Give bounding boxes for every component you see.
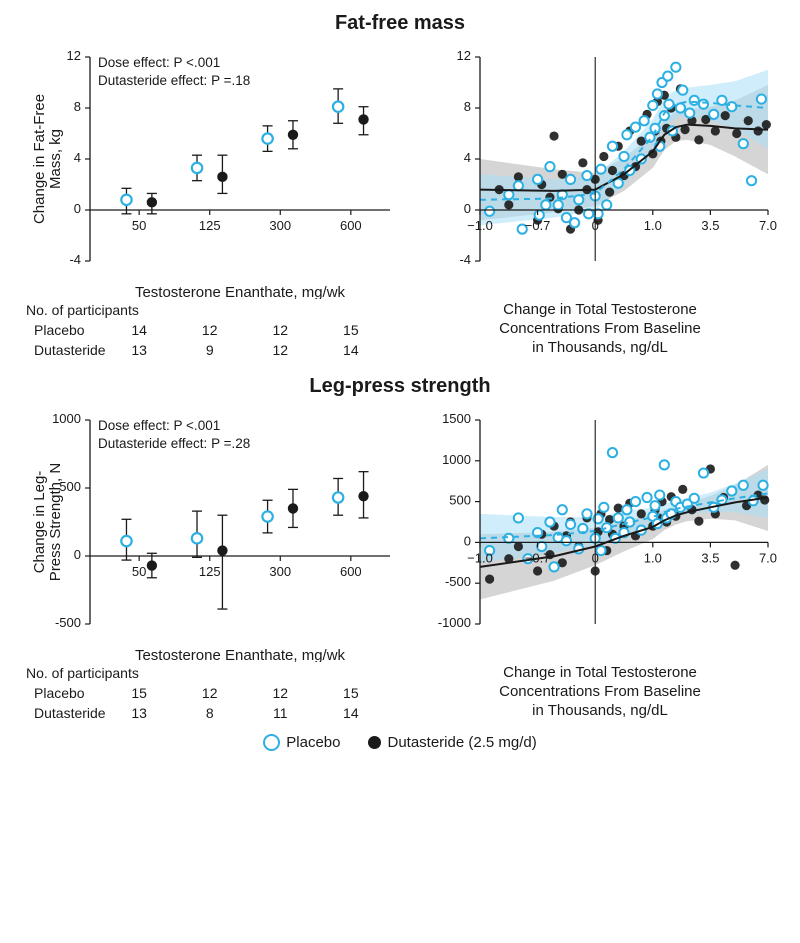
svg-text:Placebo: Placebo	[34, 322, 85, 338]
svg-text:12: 12	[202, 322, 218, 338]
leg-scatter-chart: -1000 -500 0 500 1000 1500 −1.0 −0.7 0 1.0 3.5 7.0	[420, 402, 780, 662]
svg-text:50: 50	[132, 218, 146, 233]
svg-text:300: 300	[269, 218, 291, 233]
svg-text:-4: -4	[69, 252, 81, 267]
svg-text:0: 0	[592, 551, 599, 566]
ffm-scatter-chart: -4 0 4 8 12 −1.0 −0.7 0 1.0 3.5 7.0	[420, 39, 780, 299]
svg-text:600: 600	[340, 218, 362, 233]
legend-placebo: Placebo	[263, 734, 340, 751]
svg-text:1500: 1500	[442, 411, 471, 426]
svg-text:1.0: 1.0	[644, 551, 662, 566]
svg-text:Testosterone Enanthate, mg/wk: Testosterone Enanthate, mg/wk	[135, 647, 346, 662]
svg-text:−0.7: −0.7	[525, 218, 551, 233]
svg-text:Placebo: Placebo	[34, 685, 85, 701]
svg-text:11: 11	[273, 705, 288, 721]
svg-text:−1.0: −1.0	[467, 218, 493, 233]
open-circle-icon	[263, 734, 280, 751]
svg-text:−1.0: −1.0	[467, 551, 493, 566]
ffm-row: -4 0 4 8 12 50 125 300 600 Dose effect: P <.001 Du…	[0, 39, 800, 363]
svg-text:300: 300	[269, 564, 291, 579]
svg-text:0: 0	[74, 547, 81, 562]
leg-left-column: -5000500100050125300600Dose effect: P <.…	[20, 402, 400, 726]
svg-text:8: 8	[206, 705, 214, 721]
svg-text:14: 14	[343, 705, 359, 721]
svg-text:12: 12	[272, 342, 288, 358]
leg-right-column: -1000 -500 0 500 1000 1500 −1.0 −0.7 0 1.0 3.5 7.0 C…	[420, 402, 780, 726]
svg-text:15: 15	[131, 685, 147, 701]
svg-text:0: 0	[74, 201, 81, 216]
svg-text:Change in Fat-FreeMass, kg: Change in Fat-FreeMass, kg	[31, 94, 64, 224]
legend-dutasteride-label: Dutasteride (2.5 mg/d)	[387, 734, 536, 751]
svg-text:No. of participants: No. of participants	[26, 665, 139, 681]
svg-text:12: 12	[272, 685, 288, 701]
ffm-errorbar-chart: -4 0 4 8 12 50 125 300 600 Dose effect: P <.001 Du…	[20, 39, 400, 299]
svg-text:14: 14	[131, 322, 147, 338]
svg-text:-500: -500	[55, 615, 81, 630]
svg-text:Dutasteride effect: P =.28: Dutasteride effect: P =.28	[98, 436, 250, 451]
svg-text:0: 0	[592, 218, 599, 233]
legend-placebo-label: Placebo	[286, 734, 340, 751]
svg-text:Dutasteride: Dutasteride	[34, 705, 106, 721]
svg-text:15: 15	[343, 685, 359, 701]
svg-text:−0.7: −0.7	[525, 551, 551, 566]
svg-text:Dose effect: P <.001: Dose effect: P <.001	[98, 55, 220, 70]
svg-text:0: 0	[464, 534, 471, 549]
svg-text:4: 4	[464, 150, 471, 165]
svg-text:No. of participants: No. of participants	[26, 302, 139, 318]
svg-text:7.0: 7.0	[759, 218, 777, 233]
ffm-right-column: -4 0 4 8 12 −1.0 −0.7 0 1.0 3.5 7.0 Change in Total…	[420, 39, 780, 363]
svg-text:12: 12	[67, 48, 81, 63]
svg-text:1.0: 1.0	[644, 218, 662, 233]
svg-text:500: 500	[449, 493, 471, 508]
svg-text:8: 8	[464, 99, 471, 114]
svg-text:14: 14	[343, 342, 359, 358]
leg-scatter-xlabel: Change in Total TestosteroneConcentratio…	[420, 664, 780, 720]
svg-text:Change in Leg-Press Strength,: Change in Leg-Press Strength, N	[31, 463, 64, 581]
svg-text:125: 125	[199, 564, 221, 579]
leg-section: Leg-press strength -500 0 500 1000 50 125 300 60…	[0, 375, 800, 726]
svg-text:12: 12	[202, 685, 218, 701]
svg-text:Dutasteride effect: P =.18: Dutasteride effect: P =.18	[98, 73, 250, 88]
svg-text:0: 0	[464, 201, 471, 216]
svg-text:13: 13	[131, 705, 147, 721]
svg-text:3.5: 3.5	[701, 218, 719, 233]
solid-circle-icon	[368, 736, 381, 749]
ffm-participants-table: No. of participants Placebo 14 12 12 15 Dutast…	[20, 299, 400, 363]
svg-text:12: 12	[457, 48, 471, 63]
svg-text:3.5: 3.5	[701, 551, 719, 566]
svg-text:Dose effect: P <.001: Dose effect: P <.001	[98, 418, 220, 433]
svg-text:12: 12	[272, 322, 288, 338]
ffm-section: Fat-free mass -4 0 4 8 12 50 125 300 600 Dose effe…	[0, 12, 800, 363]
svg-text:Dutasteride: Dutasteride	[34, 342, 106, 358]
leg-row: -500 0 500 1000 50 125 300 600 Dose effect: P <.…	[0, 402, 800, 726]
svg-text:1000: 1000	[52, 411, 81, 426]
svg-text:1000: 1000	[442, 452, 471, 467]
svg-text:Testosterone Enanthate, mg/wk: Testosterone Enanthate, mg/wk	[135, 284, 346, 299]
svg-text:50: 50	[132, 564, 146, 579]
ffm-left-column: -4 0 4 8 12 50 125 300 600 Dose effect: P <.001 Du…	[20, 39, 400, 363]
svg-text:8: 8	[74, 99, 81, 114]
leg-participants-table: No. of participants Placebo 15 12 12 15 Dutast…	[20, 662, 400, 726]
svg-text:4: 4	[74, 150, 81, 165]
svg-text:-500: -500	[445, 575, 471, 590]
legend: Placebo Dutasteride (2.5 mg/d)	[0, 734, 800, 751]
svg-text:7.0: 7.0	[759, 551, 777, 566]
svg-text:13: 13	[131, 342, 147, 358]
svg-text:600: 600	[340, 564, 362, 579]
svg-text:15: 15	[343, 322, 359, 338]
ffm-title: Fat-free mass	[0, 12, 800, 35]
ffm-scatter-xlabel: Change in Total TestosteroneConcentratio…	[420, 301, 780, 357]
leg-title: Leg-press strength	[0, 375, 800, 398]
svg-text:-4: -4	[459, 252, 471, 267]
leg-errorbar-chart: -5000500100050125300600Dose effect: P <.…	[20, 402, 400, 662]
legend-dutasteride: Dutasteride (2.5 mg/d)	[368, 734, 536, 751]
svg-text:-1000: -1000	[438, 615, 471, 630]
svg-text:125: 125	[199, 218, 221, 233]
svg-text:9: 9	[206, 342, 214, 358]
